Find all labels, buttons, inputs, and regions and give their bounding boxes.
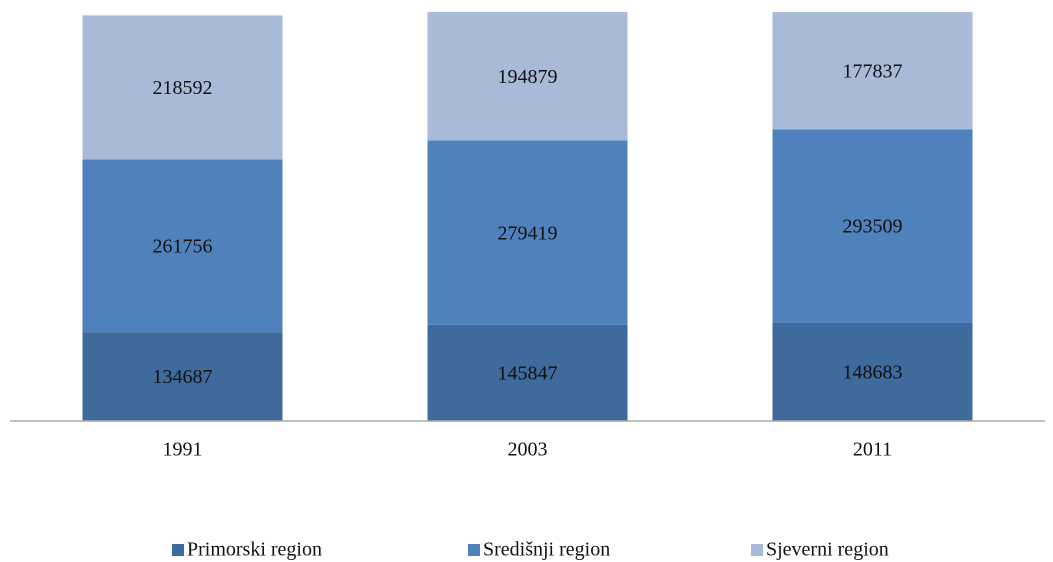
legend-swatch bbox=[751, 544, 763, 556]
legend-swatch bbox=[172, 544, 184, 556]
bar-segment bbox=[82, 159, 283, 333]
bar-segment bbox=[772, 322, 973, 421]
legend-swatch bbox=[468, 544, 480, 556]
data-label: 293509 bbox=[843, 216, 903, 238]
data-label: 194879 bbox=[498, 66, 558, 88]
data-label: 134687 bbox=[153, 366, 213, 388]
bar-segment bbox=[772, 12, 973, 130]
data-label: 279419 bbox=[498, 222, 558, 244]
data-label: 148683 bbox=[843, 362, 903, 384]
bar-segment bbox=[427, 12, 628, 141]
data-label: 177837 bbox=[843, 60, 903, 82]
legend-label: Sjeverni region bbox=[766, 539, 889, 561]
data-label: 218592 bbox=[153, 77, 213, 99]
legend-label: Primorski region bbox=[187, 539, 322, 561]
bar-segment bbox=[427, 140, 628, 325]
x-tick-label: 2011 bbox=[853, 439, 892, 461]
bar-segment bbox=[427, 324, 628, 421]
data-label: 145847 bbox=[498, 362, 558, 384]
bar-segment bbox=[82, 332, 283, 421]
bar-segment bbox=[82, 15, 283, 160]
legend-label: Središnji region bbox=[483, 539, 610, 561]
data-label: 261756 bbox=[153, 235, 213, 257]
x-tick-label: 1991 bbox=[163, 439, 203, 461]
x-tick-label: 2003 bbox=[508, 439, 548, 461]
bar-segment bbox=[772, 129, 973, 323]
